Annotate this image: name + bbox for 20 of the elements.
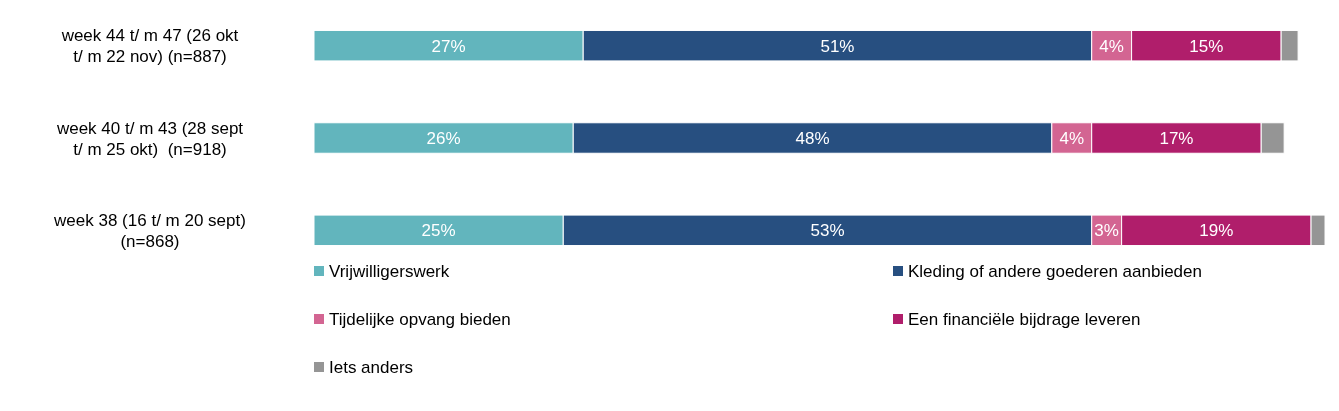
- data-label: 15%: [1189, 36, 1224, 56]
- legend-label: Kleding of andere goederen aanbieden: [908, 262, 1202, 281]
- data-label: 27%: [431, 36, 466, 56]
- data-label: 25%: [421, 221, 456, 241]
- data-label: 17%: [1159, 129, 1194, 148]
- data-label: 53%: [810, 221, 845, 241]
- y-tick-label: week 44 t/ m 47 (26 okt t/ m 22 nov) (n=887): [60, 26, 239, 67]
- y-tick-label: week 40 t/ m 43 (28 sept t/ m 25 okt) (n=918): [55, 118, 244, 159]
- data-label: 19%: [1199, 221, 1234, 241]
- legend-label: Vrijwilligerswerk: [329, 262, 450, 281]
- data-label: 48%: [795, 129, 830, 148]
- data-label: 51%: [820, 36, 855, 56]
- data-label: 4%: [1099, 36, 1124, 56]
- y-tick-label: week 38 (16 t/ m 20 sept) (n=868): [53, 210, 246, 251]
- legend-label: Tijdelijke opvang bieden: [329, 310, 511, 329]
- data-label: 26%: [426, 129, 461, 148]
- legend-label: Iets anders: [329, 358, 414, 377]
- data-label: 4%: [1059, 129, 1085, 148]
- data-label: 3%: [1094, 221, 1119, 241]
- legend-label: Een financiële bijdrage leveren: [908, 310, 1141, 329]
